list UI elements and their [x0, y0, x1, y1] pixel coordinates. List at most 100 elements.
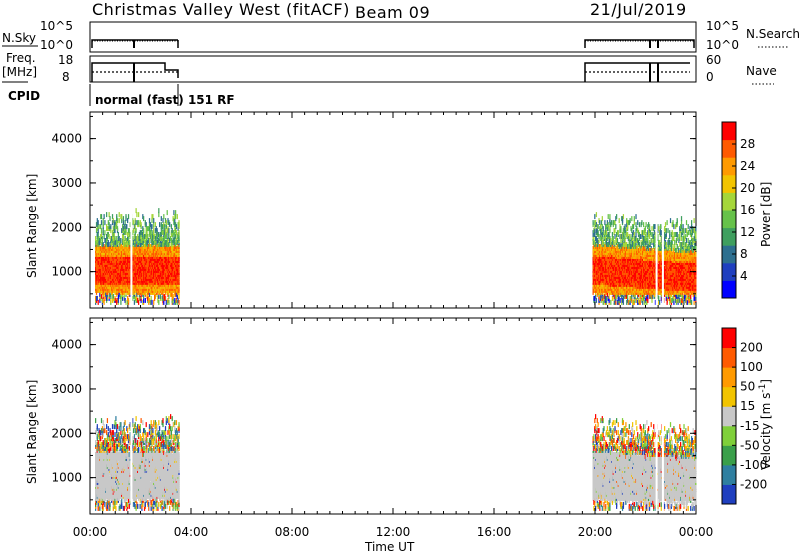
- range-cell: [165, 220, 167, 226]
- range-cell: [95, 236, 97, 241]
- range-cell: [132, 230, 134, 236]
- range-cell: [97, 276, 99, 281]
- range-cell: [116, 220, 118, 226]
- range-cell: [150, 244, 152, 249]
- range-cell: [624, 224, 626, 230]
- freq-trace-2: [584, 62, 690, 82]
- range-cell: [99, 297, 101, 303]
- range-cell: [116, 226, 119, 232]
- range-cell: [150, 299, 152, 305]
- range-cell: [151, 238, 153, 243]
- nsearch-tick-high: 10^5: [706, 19, 739, 33]
- range-cell: [122, 238, 124, 243]
- range-cell: [139, 220, 141, 226]
- range-cell: [106, 212, 108, 218]
- range-cell: [622, 214, 625, 220]
- range-cell: [167, 226, 169, 232]
- range-cell: [162, 242, 164, 247]
- range-cell: [136, 236, 138, 241]
- range-cell: [159, 234, 161, 239]
- range-cell: [138, 240, 141, 245]
- range-cell: [129, 232, 131, 237]
- range-cell: [609, 214, 611, 220]
- range-cell: [124, 226, 126, 232]
- range-cell: [148, 218, 151, 224]
- range-cell: [95, 222, 98, 228]
- range-cell: [124, 297, 126, 303]
- range-cell: [128, 228, 130, 234]
- nsky-tick-low: 10^0: [40, 38, 73, 52]
- range-cell: [166, 283, 168, 289]
- range-cell: [149, 244, 152, 249]
- range-cell: [102, 297, 104, 303]
- nsky-tick-high: 10^5: [40, 19, 73, 33]
- range-cell: [148, 222, 151, 228]
- range-cell: [138, 252, 140, 257]
- range-cell: [111, 214, 114, 220]
- range-cell: [153, 222, 155, 228]
- range-cell: [168, 246, 170, 251]
- range-cell: [97, 220, 99, 226]
- range-cell: [143, 242, 145, 247]
- range-cell: [129, 272, 131, 277]
- range-cell: [116, 224, 118, 230]
- range-cell: [152, 236, 154, 241]
- range-cell: [114, 236, 116, 241]
- range-cell: [135, 240, 137, 245]
- range-cell: [115, 224, 117, 230]
- freq-tick-high: 18: [58, 53, 73, 67]
- range-cell: [106, 244, 108, 249]
- range-cell: [135, 220, 137, 226]
- range-cell: [95, 295, 97, 301]
- range-cell: [97, 232, 99, 237]
- range-cell: [150, 230, 152, 236]
- range-cell: [123, 230, 125, 236]
- range-cell: [169, 256, 171, 261]
- range-cell: [138, 220, 140, 226]
- range-cell: [96, 295, 98, 301]
- range-cell: [148, 244, 150, 249]
- range-cell: [111, 236, 113, 241]
- range-cell: [143, 228, 145, 234]
- range-cell: [111, 297, 114, 303]
- range-cell: [128, 244, 130, 249]
- range-cell: [113, 297, 115, 303]
- range-cell: [166, 299, 168, 305]
- range-cell: [110, 224, 112, 230]
- range-cell: [134, 242, 136, 247]
- range-cell: [162, 293, 164, 299]
- range-cell: [108, 242, 110, 247]
- range-cell: [112, 232, 114, 237]
- range-cell: [607, 214, 609, 220]
- range-cell: [151, 214, 153, 220]
- range-cell: [108, 234, 110, 239]
- range-cell: [133, 234, 136, 239]
- date-label: 21/Jul/2019: [590, 0, 687, 19]
- range-cell: [148, 226, 151, 232]
- range-cell: [121, 214, 123, 220]
- range-cell: [127, 295, 129, 301]
- range-cell: [132, 246, 135, 251]
- range-cell: [148, 238, 150, 243]
- range-cell: [143, 238, 146, 243]
- range-cell: [145, 222, 147, 228]
- range-cell: [169, 246, 171, 251]
- range-cell: [119, 238, 121, 243]
- range-cell: [114, 276, 116, 281]
- nsearch-tick-low: 10^0: [706, 38, 739, 52]
- range-cell: [157, 238, 159, 243]
- range-cell: [122, 216, 125, 222]
- range-cell: [144, 244, 146, 249]
- range-cell: [117, 236, 120, 241]
- range-cell: [147, 240, 149, 245]
- cpid-text: normal (fast) 151 RF: [95, 93, 235, 107]
- range-cell: [133, 299, 136, 305]
- range-cell: [163, 222, 165, 228]
- range-cell: [141, 238, 143, 243]
- range-cell: [594, 214, 596, 220]
- range-cell: [138, 236, 140, 241]
- range-cell: [169, 287, 171, 293]
- range-cell: [100, 242, 103, 247]
- cpid-label: CPID: [8, 89, 40, 103]
- range-cell: [165, 232, 167, 237]
